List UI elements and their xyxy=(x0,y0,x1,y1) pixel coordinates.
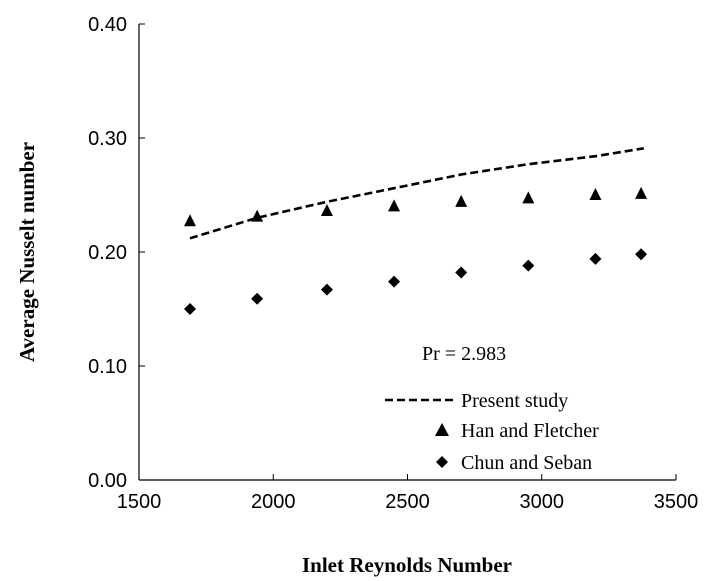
plot-area: 1500 2000 2500 3000 3500 0.00 0.10 0.20 0.30 0.4… xyxy=(88,14,698,513)
y-tick-label: 0.40 xyxy=(88,14,127,36)
legend-diamond-icon xyxy=(436,456,448,468)
chun-seban-point xyxy=(184,303,197,315)
chun-seban-point xyxy=(522,259,535,272)
han-fletcher-point xyxy=(388,199,401,212)
x-tick-label: 1500 xyxy=(117,491,162,513)
legend-label-han-fletcher: Han and Fletcher xyxy=(461,420,599,442)
chun-seban-point xyxy=(320,283,333,296)
legend: Present study Han and Fletcher Chun and … xyxy=(385,390,599,474)
y-tick-label: 0.30 xyxy=(88,128,127,150)
y-axis-title: Average Nusselt number xyxy=(15,142,39,362)
han-fletcher-point xyxy=(320,203,333,216)
han-fletcher-point xyxy=(522,191,535,204)
y-ticks: 0.00 0.10 0.20 0.30 0.40 xyxy=(88,14,145,492)
han-fletcher-point xyxy=(635,186,648,199)
legend-label-present-study: Present study xyxy=(461,390,568,412)
chun-seban-point xyxy=(455,266,468,279)
x-tick-label: 3500 xyxy=(654,491,699,513)
han-fletcher-point xyxy=(455,194,468,207)
series-line-present-study xyxy=(189,147,645,240)
han-fletcher-point xyxy=(589,188,602,200)
chun-seban-point xyxy=(388,275,401,288)
y-tick-label: 0.10 xyxy=(88,356,127,378)
legend-triangle-icon xyxy=(435,423,449,436)
x-tick-label: 2500 xyxy=(385,491,430,513)
x-ticks: 1500 2000 2500 3000 3500 xyxy=(117,474,699,513)
x-tick-label: 2000 xyxy=(251,491,296,513)
y-tick-label: 0.00 xyxy=(88,470,127,492)
han-fletcher-point xyxy=(251,209,264,222)
chun-seban-point xyxy=(251,292,264,305)
han-fletcher-point xyxy=(184,214,197,227)
chun-seban-point xyxy=(635,248,648,261)
annotation-pr: Pr = 2.983 xyxy=(422,343,506,365)
series-layer xyxy=(184,147,648,315)
x-axis-title: Inlet Reynolds Number xyxy=(302,553,512,577)
x-tick-label: 3000 xyxy=(520,491,565,513)
y-tick-label: 0.20 xyxy=(88,242,127,264)
chun-seban-point xyxy=(589,252,602,265)
legend-label-chun-seban: Chun and Seban xyxy=(461,452,592,474)
